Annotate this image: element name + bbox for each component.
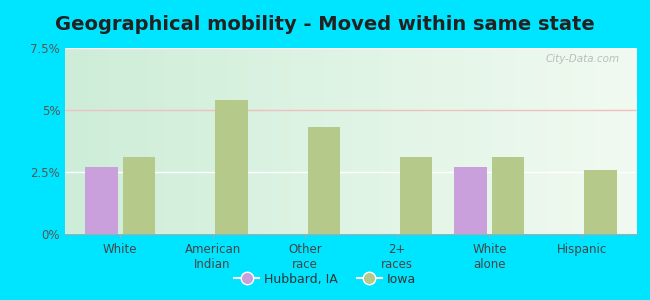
Bar [584, 169, 617, 234]
Text: Geographical mobility - Moved within same state: Geographical mobility - Moved within sam… [55, 15, 595, 34]
Bar [454, 167, 487, 234]
Bar [85, 167, 118, 234]
Text: City-Data.com: City-Data.com [546, 54, 620, 64]
Bar [215, 100, 248, 234]
Legend: Hubbard, IA, Iowa: Hubbard, IA, Iowa [229, 268, 421, 291]
Bar [400, 157, 432, 234]
Bar [123, 157, 155, 234]
Bar [307, 128, 340, 234]
Bar [492, 157, 525, 234]
